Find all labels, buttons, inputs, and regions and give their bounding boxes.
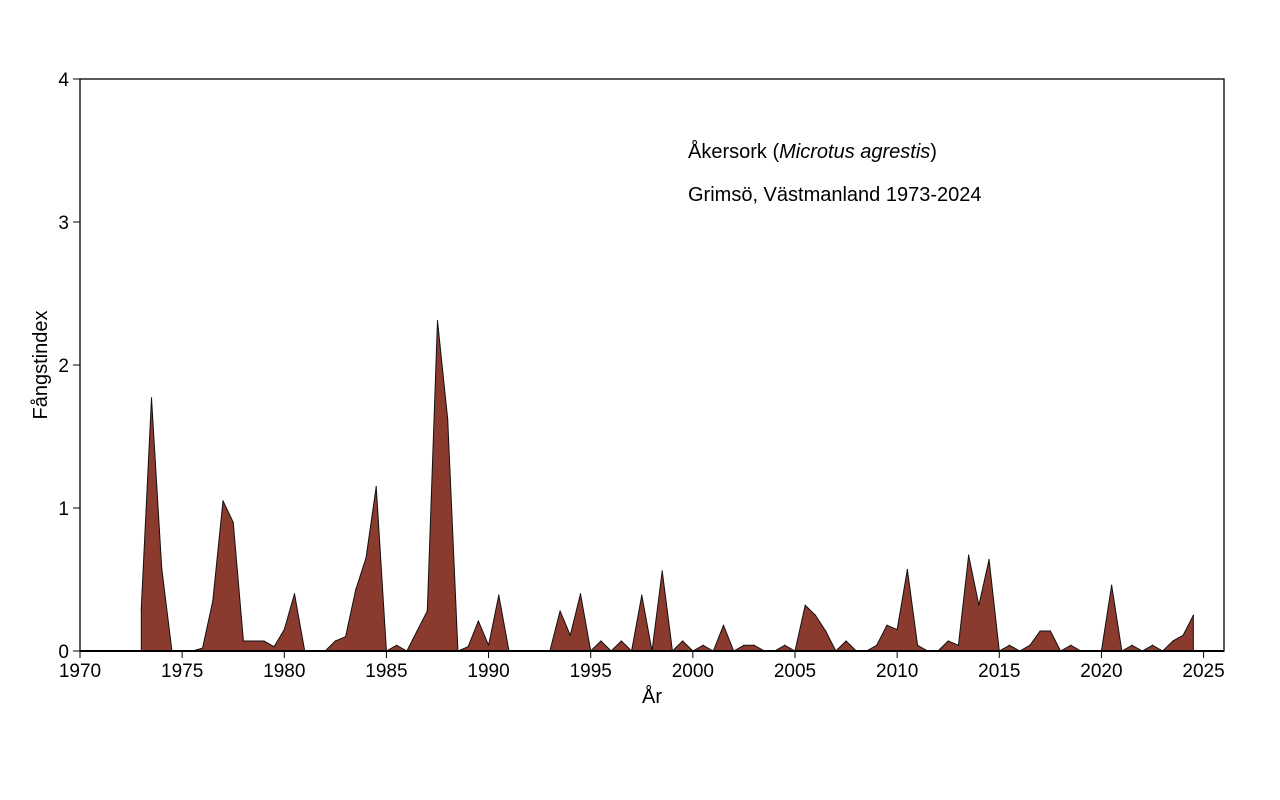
data-point [1008,644,1011,646]
x-axis-ticks: 1970 1975 1980 1985 1990 1995 2000 2005 2010 2015… [59,651,1225,682]
data-point [477,620,479,622]
data-point [426,610,428,612]
data-point [968,554,970,556]
x-tick-label: 2010 [876,661,918,682]
data-point [467,646,469,648]
plot-frame [79,78,1225,652]
data-point [1131,644,1133,646]
data-point [569,634,571,636]
data-point [1182,634,1184,636]
x-tick-label: 1975 [161,661,203,682]
data-point [1172,640,1174,642]
data-point [487,644,490,646]
data-point [436,320,439,322]
data-point [641,594,643,596]
data-point [559,610,561,612]
data-point [416,630,418,632]
x-tick-label: 1995 [570,661,612,682]
data-point [600,640,602,642]
data-point [722,624,725,626]
data-point [150,397,153,399]
x-tick-label: 2005 [774,661,816,682]
data-point [253,640,255,642]
data-point [814,614,817,616]
x-tick-label: 1970 [59,661,101,682]
data-point [947,640,949,642]
y-tick-label: 3 [58,213,69,234]
data-point [1029,644,1031,646]
y-tick-label: 0 [58,642,69,663]
data-point [365,557,367,559]
data-point [263,640,265,642]
data-point [988,558,990,561]
y-tick-label: 4 [58,70,69,91]
data-point [498,594,500,596]
data-point [242,640,245,642]
data-point [825,630,827,632]
data-point [957,644,960,646]
x-axis-title: År [642,685,662,708]
annotation-species: Åkersork (Microtus agrestis) [688,140,937,163]
data-point [906,568,908,571]
x-tick-label: 1985 [365,661,407,682]
data-point [212,600,214,602]
data-point [743,644,745,646]
data-point [396,644,398,646]
series-area-0 [140,320,1194,652]
data-point [661,570,663,572]
x-tick-label: 1990 [467,661,509,682]
x-tick-label: 1980 [263,661,305,682]
data-point [978,604,980,606]
data-point [804,604,806,606]
data-point [1192,614,1194,616]
data-point [273,646,275,648]
y-axis-ticks: 0 1 2 3 4 [58,70,80,663]
x-tick-label: 2000 [672,661,714,682]
x-tick-label: 2020 [1080,661,1122,682]
data-point [355,588,357,591]
y-tick-label: 2 [58,356,69,377]
data-point [682,640,684,642]
data-point [232,521,234,523]
data-point [845,640,847,642]
data-point [375,485,377,488]
data-point [201,647,204,649]
data-point [916,644,919,646]
data-point [702,644,704,646]
y-tick-label: 1 [58,499,69,520]
data-point [1111,584,1113,586]
data-point [753,644,755,646]
data-point [334,640,336,642]
species-prefix: Åkersork ( [688,140,779,163]
species-latin: Microtus agrestis [779,141,930,163]
data-point [222,500,224,502]
annotation-location: Grimsö, Västmanland 1973-2024 [688,184,982,206]
x-tick-label: 2025 [1182,661,1224,682]
data-point [876,644,878,646]
data-point [620,640,622,642]
data-point [283,628,285,631]
data-point [1070,644,1072,646]
data-point [161,567,163,569]
data-point [886,624,888,626]
data-point [293,593,296,595]
data-point [896,628,898,631]
species-suffix: ) [930,141,937,163]
data-point [1039,630,1041,632]
area-layer [140,320,1194,652]
y-axis-title: Fångstindex [30,311,52,420]
data-point [1151,644,1154,646]
data-point [447,418,449,420]
data-point [579,593,582,595]
data-point [140,607,142,609]
data-point [784,644,786,646]
data-point [344,636,347,638]
x-tick-label: 2015 [978,661,1020,682]
data-point [1049,630,1051,632]
